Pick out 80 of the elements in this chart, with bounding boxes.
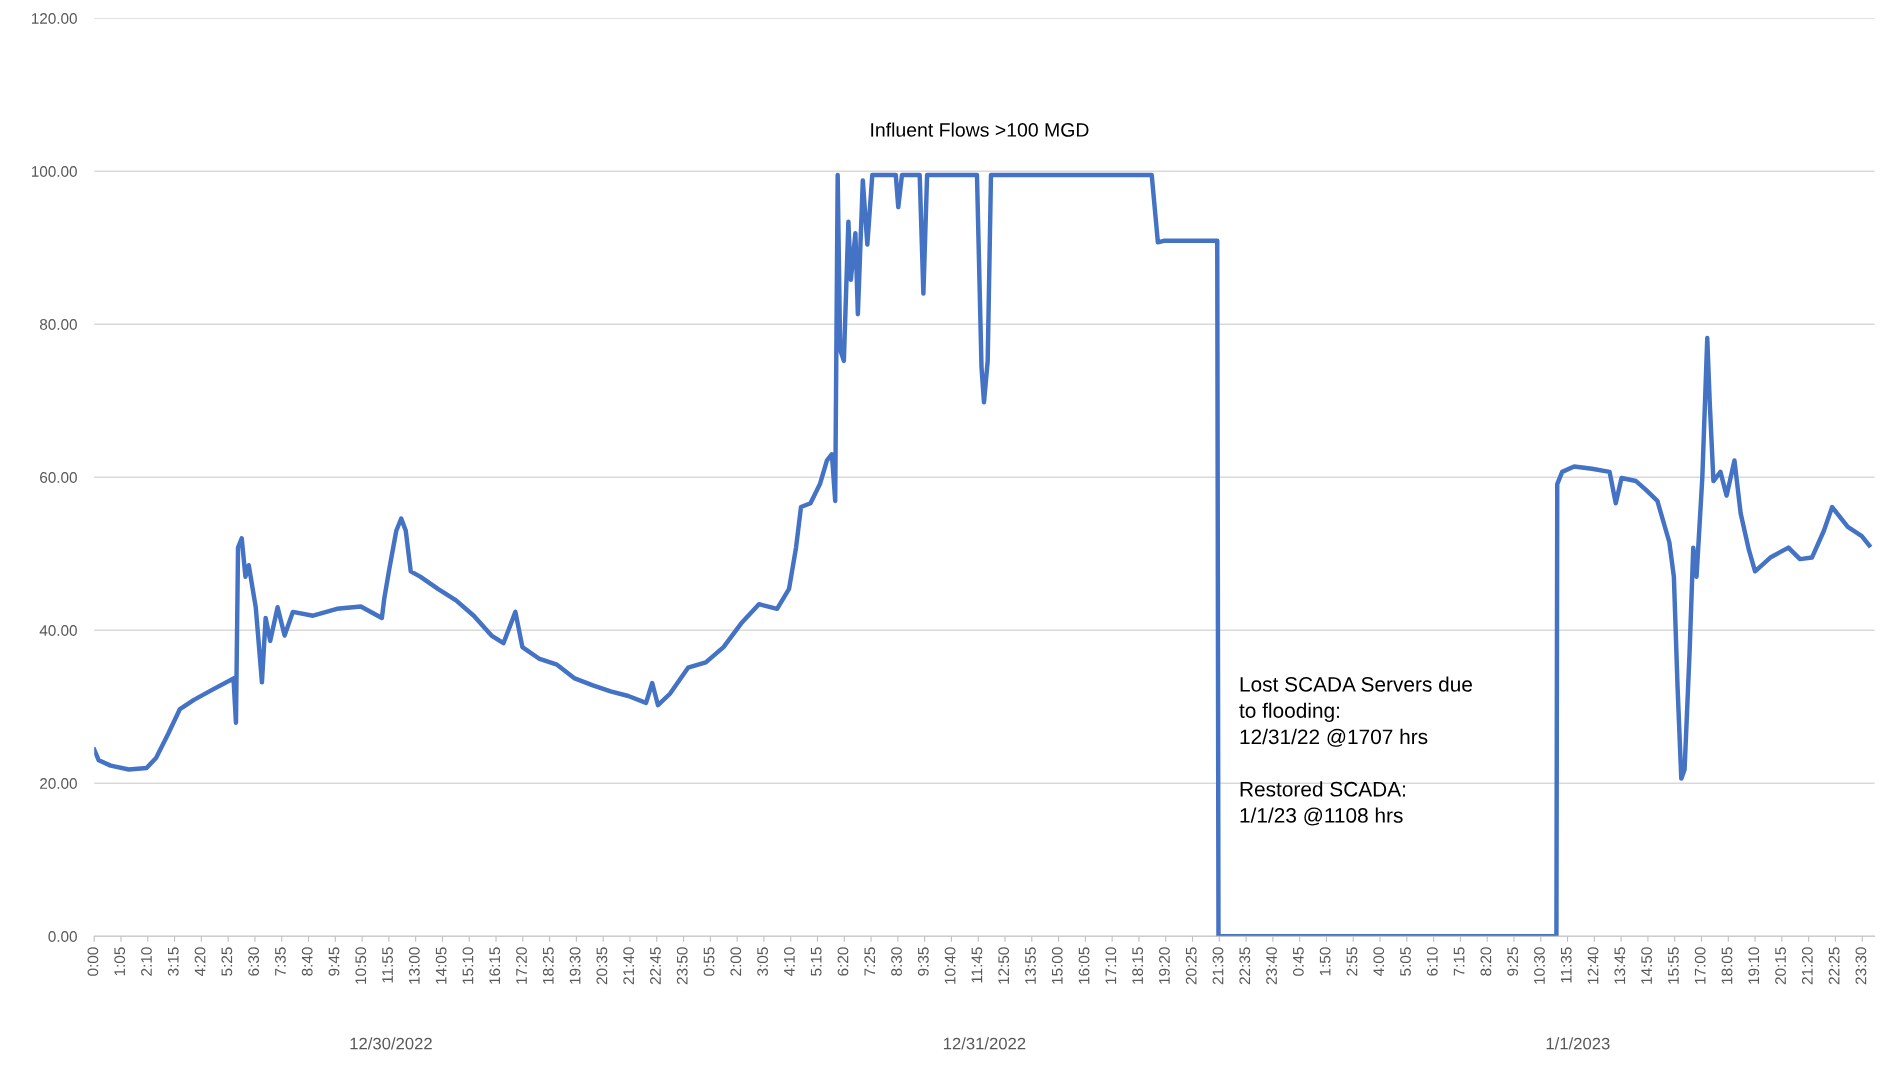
x-tick-label: 5:25 — [221, 947, 233, 976]
y-tick-label: 40.00 — [39, 625, 77, 636]
x-tick-label: 18:05 — [1721, 947, 1733, 984]
x-tick-label: 7:15 — [1453, 947, 1465, 976]
x-tick-label: 13:00 — [408, 947, 420, 984]
x-tick-label: 12:50 — [998, 947, 1010, 984]
x-tick-label: 8:20 — [1480, 947, 1492, 976]
text: Lost SCADA Servers due to flooding: 12/31/22 @1707 hrs Restored SCADA: 1/1/23 @1108 hrs — [1239, 676, 1472, 826]
x-tick-label: 4:10 — [783, 947, 795, 977]
x-tick-label: 14:05 — [435, 947, 447, 984]
x-tick-label: 22:35 — [1239, 947, 1251, 985]
x-tick-label: 20:35 — [596, 947, 608, 985]
x-tick-label: 23:50 — [676, 947, 688, 985]
text: 12/31/2022 — [943, 1037, 1026, 1050]
x-tick-label: 21:40 — [623, 947, 635, 985]
x-tick-label: 10:50 — [355, 947, 367, 984]
x-tick-label: 14:50 — [1641, 947, 1653, 984]
x-tick-label: 4:20 — [194, 947, 206, 977]
x-tick-label: 19:30 — [569, 947, 581, 984]
x-tick-label: 8:40 — [301, 947, 313, 976]
x-tick-label: 13:55 — [1025, 947, 1036, 984]
x-tick-label: 21:20 — [1801, 947, 1813, 985]
y-tick-label: 100.00 — [31, 166, 77, 177]
x-tick-label: 3:05 — [757, 947, 768, 976]
x-tick-label: 0:45 — [1292, 947, 1304, 976]
x-tick-label: 6:20 — [837, 947, 849, 976]
x-tick-label: 20:15 — [1775, 947, 1786, 985]
y-tick-label: 80.00 — [39, 319, 77, 330]
x-tick-label: 18:25 — [542, 947, 554, 984]
x-tick-label: 2:00 — [730, 947, 742, 976]
x-tick-label: 7:25 — [864, 947, 876, 976]
x-tick-label: 6:10 — [1426, 947, 1438, 976]
x-tick-label: 22:25 — [1828, 947, 1840, 985]
x-tick-label: 16:05 — [1078, 947, 1090, 984]
x-tick-label: 1:50 — [1319, 947, 1331, 976]
y-tick-label: 60.00 — [40, 472, 77, 483]
x-tick-label: 19:20 — [1159, 947, 1170, 984]
x-tick-label: 19:10 — [1748, 947, 1760, 984]
x-tick-label: 0:55 — [703, 947, 715, 976]
x-tick-label: 4:00 — [1373, 947, 1385, 977]
x-tick-label: 10:30 — [1534, 947, 1545, 984]
x-tick-label: 8:30 — [891, 947, 902, 976]
x-tick-label: 0:00 — [87, 947, 99, 976]
y-tick-label: 20.00 — [40, 778, 77, 789]
y-tick-label: 0.00 — [48, 931, 77, 942]
annotation: Influent Flows >100 MGD — [871, 122, 1089, 137]
x-tick-label: 9:45 — [328, 947, 340, 976]
x-tick-label: 9:25 — [1507, 947, 1519, 976]
x-tick-label: 11:55 — [382, 947, 393, 983]
x-tick-label: 6:30 — [248, 947, 260, 976]
x-tick-label: 20:25 — [1185, 947, 1197, 985]
x-tick-label: 12:40 — [1587, 947, 1599, 984]
x-tick-label: 7:35 — [275, 947, 286, 976]
x-tick-label: 23:40 — [1266, 947, 1277, 985]
x-tick-label: 5:15 — [810, 947, 822, 976]
x-tick-label: 15:00 — [1051, 947, 1063, 984]
x-tick-label: 11:45 — [971, 947, 983, 983]
text: 12/30/2022 — [350, 1037, 432, 1050]
y-tick-label: 120.00 — [31, 13, 77, 24]
x-tick-label: 17:10 — [1105, 947, 1117, 984]
x-tick-label: 2:55 — [1346, 947, 1358, 976]
x-tick-label: 15:55 — [1668, 947, 1679, 984]
x-tick-label: 10:40 — [944, 947, 956, 984]
x-tick-label: 18:15 — [1132, 947, 1144, 984]
x-tick-label: 1:05 — [114, 947, 126, 976]
x-tick-label: 16:15 — [489, 947, 501, 984]
x-tick-label: 17:20 — [516, 947, 527, 984]
text: 1/1/2023 — [1546, 1037, 1610, 1050]
x-tick-label: 17:00 — [1694, 947, 1706, 984]
x-tick-label: 11:35 — [1560, 947, 1572, 983]
x-tick-label: 23:30 — [1855, 947, 1867, 985]
x-tick-label: 5:05 — [1400, 947, 1411, 976]
x-tick-label: 13:45 — [1614, 947, 1626, 984]
x-tick-label: 15:10 — [462, 947, 474, 984]
x-tick-label: 22:45 — [650, 947, 661, 985]
x-tick-label: 3:15 — [167, 947, 179, 976]
x-tick-label: 2:10 — [141, 947, 152, 976]
line-series — [94, 172, 1872, 937]
x-tick-label: 9:35 — [917, 947, 929, 976]
x-tick-label: 21:30 — [1212, 947, 1224, 985]
